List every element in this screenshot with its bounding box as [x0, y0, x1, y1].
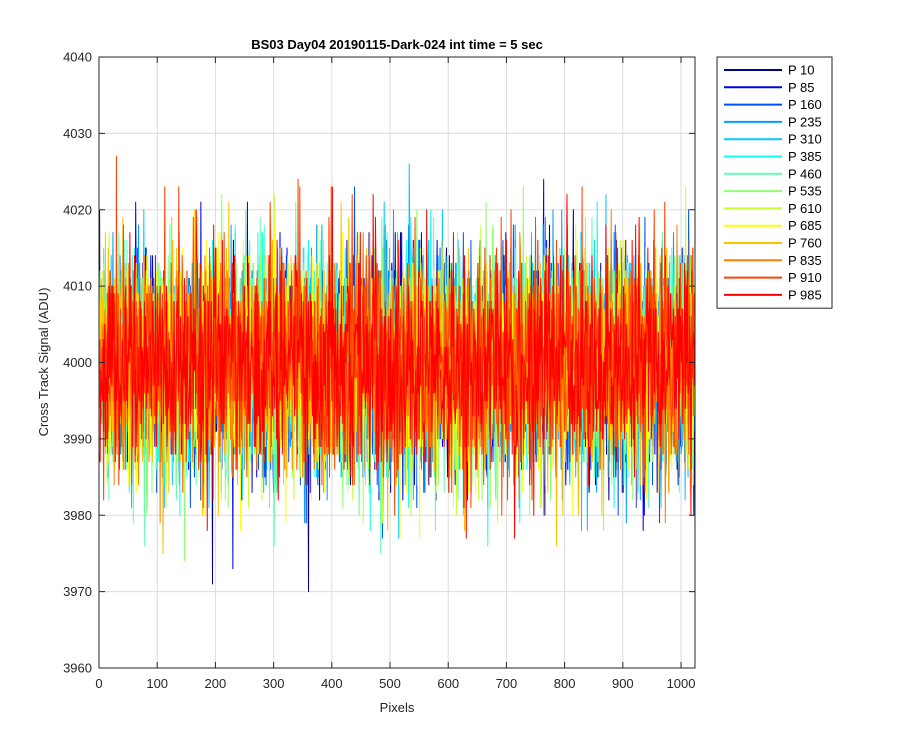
legend-label: P 235: [788, 114, 822, 129]
tick-labels: 0 100 200 300 400 500 600 700 800 900 1000 3960 3970…: [63, 50, 695, 692]
legend-label: P 160: [788, 97, 822, 112]
y-tick-label: 3960: [63, 661, 92, 676]
chart-title: BS03 Day04 20190115-Dark-024 int time = …: [251, 37, 543, 52]
legend-label: P 760: [788, 236, 822, 251]
series-group: [99, 155, 696, 593]
legend-label: P 985: [788, 287, 822, 302]
x-tick-label: 900: [612, 676, 634, 691]
x-tick-label: 800: [554, 676, 576, 691]
legend-label: P 835: [788, 253, 822, 268]
series-line: [99, 186, 696, 539]
legend-label: P 10: [788, 63, 815, 78]
y-tick-label: 4040: [63, 50, 92, 65]
y-tick-label: 4030: [63, 126, 92, 141]
y-tick-label: 3970: [63, 584, 92, 599]
legend-label: P 385: [788, 149, 822, 164]
y-tick-label: 3990: [63, 431, 92, 446]
x-tick-label: 500: [379, 676, 401, 691]
x-tick-label: 200: [205, 676, 227, 691]
y-tick-label: 4010: [63, 279, 92, 294]
x-tick-label: 700: [496, 676, 518, 691]
legend-label: P 685: [788, 218, 822, 233]
y-axis-label: Cross Track Signal (ADU): [36, 288, 51, 437]
y-tick-label: 3980: [63, 508, 92, 523]
legend-box: [716, 56, 833, 309]
y-tick-label: 4000: [63, 355, 92, 370]
x-tick-label: 600: [437, 676, 459, 691]
x-tick-label: 1000: [667, 676, 696, 691]
legend-label: P 535: [788, 184, 822, 199]
x-tick-label: 400: [321, 676, 343, 691]
x-axis-label: Pixels: [380, 700, 415, 715]
legend-label: P 610: [788, 201, 822, 216]
legend: P 10 P 85 P 160 P 235 P 310 P 385 P 460 P 535 P …: [716, 56, 833, 309]
x-tick-label: 100: [146, 676, 168, 691]
x-tick-label: 0: [95, 676, 102, 691]
legend-label: P 310: [788, 132, 822, 147]
x-tick-label: 300: [263, 676, 285, 691]
legend-label: P 85: [788, 80, 815, 95]
ticks: [98, 56, 695, 669]
legend-label: P 460: [788, 166, 822, 181]
legend-label: P 910: [788, 270, 822, 285]
y-tick-label: 4020: [63, 202, 92, 217]
